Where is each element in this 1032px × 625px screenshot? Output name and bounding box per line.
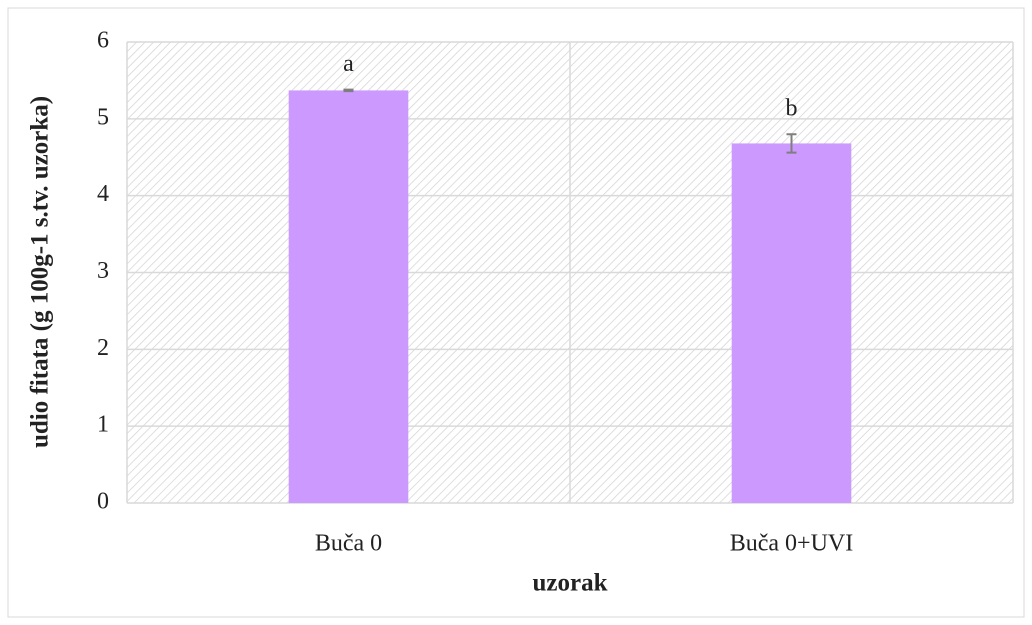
x-tick-label: Buča 0 <box>315 531 382 557</box>
y-tick-label: 5 <box>97 104 109 130</box>
y-tick-label: 0 <box>97 489 109 515</box>
error-bar <box>786 133 797 154</box>
bar <box>731 143 852 504</box>
y-tick-label: 4 <box>97 181 109 207</box>
y-tick-label: 1 <box>97 412 109 438</box>
error-bar <box>343 88 354 93</box>
y-tick-label: 3 <box>97 258 109 284</box>
x-tick-label: Buča 0+UVI <box>730 531 854 557</box>
significance-letter: b <box>786 96 798 122</box>
y-axis-label: udio fitata (g 100g-1 s.tv. uzorka) <box>27 96 54 448</box>
x-axis-label: uzorak <box>533 570 608 597</box>
y-tick-label: 6 <box>97 28 109 54</box>
significance-letter: a <box>343 51 354 77</box>
bar <box>288 90 409 503</box>
y-tick-label: 2 <box>97 335 109 361</box>
